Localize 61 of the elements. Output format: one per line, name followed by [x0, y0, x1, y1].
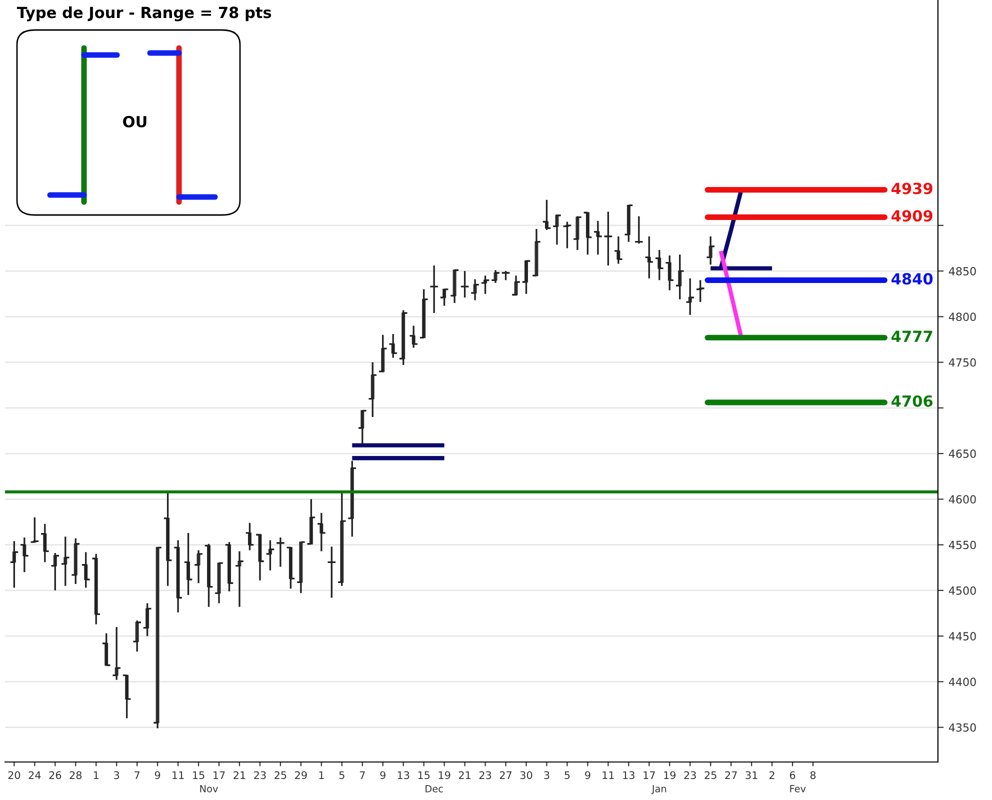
y-tick-label: 4550: [948, 540, 976, 550]
x-tick-label: 2: [769, 771, 774, 779]
x-tick-label: 25: [704, 771, 716, 780]
x-tick-label: 23: [479, 771, 492, 780]
x-tick-label: 3: [544, 771, 550, 780]
ref-line-label: 4840: [892, 273, 933, 285]
ref-line-label: 4706: [892, 395, 933, 407]
y-tick-label: 4400: [948, 678, 976, 686]
x-tick-label: 28: [70, 771, 82, 780]
text: Jan: [651, 785, 666, 794]
x-tick-label: 27: [500, 771, 512, 779]
x-tick-label: 5: [339, 771, 344, 780]
text: Fev: [790, 785, 806, 792]
x-tick-label: 25: [274, 771, 286, 780]
y-tick-label: 4500: [948, 586, 976, 595]
x-tick-label: 30: [520, 771, 532, 780]
ref-line-label: 4909: [892, 210, 932, 222]
x-tick-label: 15: [418, 771, 430, 780]
x-tick-label: 13: [398, 771, 410, 780]
x-tick-label: 15: [193, 771, 204, 780]
y-tick-label: 4800: [948, 312, 976, 322]
y-tick-label: 4750: [948, 358, 976, 367]
text: Dec: [426, 785, 443, 792]
ref-line-label: 4777: [892, 330, 932, 342]
x-tick-label: 7: [360, 771, 365, 779]
ref-line-label: 4939: [892, 182, 932, 194]
x-tick-label: 21: [458, 771, 470, 779]
x-tick-label: 11: [172, 771, 184, 779]
x-tick-label: 8: [810, 771, 816, 780]
x-tick-label: 26: [49, 771, 62, 780]
y-tick-label: 4450: [948, 632, 976, 640]
x-tick-label: 9: [154, 771, 160, 780]
x-tick-label: 23: [684, 771, 696, 780]
x-tick-label: 19: [438, 771, 450, 780]
x-tick-label: 6: [790, 771, 796, 780]
x-tick-label: 20: [8, 771, 20, 780]
x-tick-label: 1: [319, 771, 324, 779]
text: Nov: [200, 785, 218, 792]
y-tick-label: 4600: [948, 495, 976, 504]
x-tick-label: 9: [380, 771, 386, 780]
x-tick-label: 27: [725, 771, 737, 779]
x-tick-label: 17: [644, 771, 655, 779]
x-tick-label: 21: [234, 771, 246, 779]
x-tick-label: 23: [254, 771, 266, 780]
x-tick-label: 24: [28, 771, 41, 779]
x-tick-label: 13: [623, 771, 634, 780]
x-tick-label: 29: [295, 771, 307, 780]
x-tick-label: 11: [602, 771, 614, 779]
y-tick-label: 4850: [948, 267, 976, 276]
annotation: OU: [123, 116, 146, 128]
x-tick-label: 31: [746, 771, 758, 780]
x-tick-label: 7: [134, 771, 140, 779]
y-tick-label: 4350: [948, 723, 976, 732]
chart-title: Type de Jour - Range = 78 pts: [16, 6, 272, 22]
y-tick-label: 4650: [948, 450, 976, 458]
x-tick-label: 19: [664, 771, 676, 780]
x-tick-label: 3: [114, 771, 120, 780]
x-tick-label: 17: [214, 771, 225, 779]
x-tick-label: 5: [564, 771, 570, 780]
x-tick-label: 1: [94, 771, 98, 779]
x-tick-label: 9: [585, 771, 590, 780]
